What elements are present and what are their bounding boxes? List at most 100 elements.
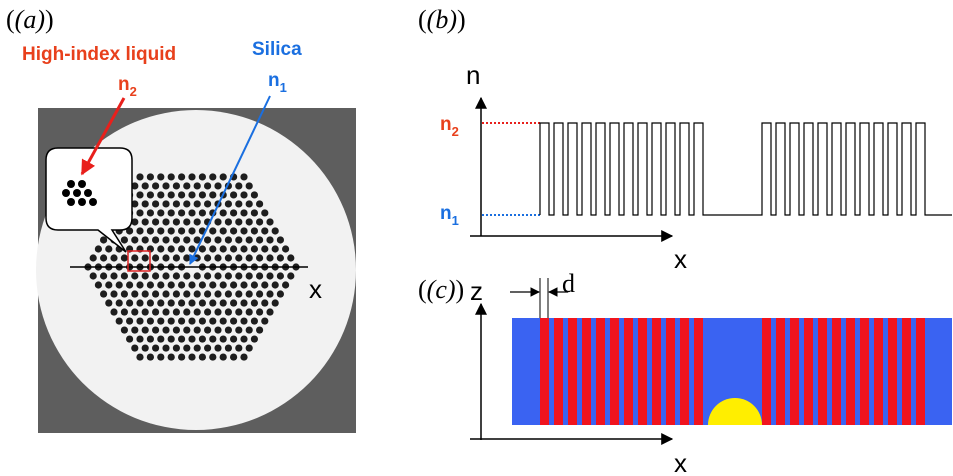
hole (256, 308, 263, 315)
hole (168, 209, 175, 216)
y-axis-label: n (466, 60, 480, 90)
hole (157, 335, 164, 342)
hole (131, 344, 138, 351)
hole (152, 200, 159, 207)
hole (168, 299, 175, 306)
hole (246, 254, 253, 261)
hole (147, 281, 154, 288)
hole (220, 299, 227, 306)
n1-base: n (440, 203, 452, 224)
hole (142, 272, 149, 279)
hole (220, 245, 227, 252)
hole (235, 182, 242, 189)
hole (183, 344, 190, 351)
hole (230, 245, 237, 252)
stripe (610, 318, 619, 425)
stripe (790, 318, 799, 425)
hole (277, 254, 284, 261)
hole (162, 236, 169, 243)
hole (204, 308, 211, 315)
hole (204, 182, 211, 189)
hole (266, 254, 273, 261)
hole (240, 353, 247, 360)
hole (240, 173, 247, 180)
hole (136, 191, 143, 198)
hole (183, 218, 190, 225)
hole (136, 173, 143, 180)
hole (126, 335, 133, 342)
hole (95, 281, 102, 288)
hole (116, 281, 123, 288)
hole (277, 290, 284, 297)
hole (287, 272, 294, 279)
x-axis-label: x (674, 448, 687, 476)
hole (235, 200, 242, 207)
stripe (680, 318, 689, 425)
hole (235, 308, 242, 315)
hole (183, 290, 190, 297)
hole (214, 182, 221, 189)
hole (220, 335, 227, 342)
hole (147, 299, 154, 306)
hole (204, 326, 211, 333)
hole (256, 290, 263, 297)
hole (116, 317, 123, 324)
hole (214, 272, 221, 279)
hole (194, 218, 201, 225)
hole (256, 236, 263, 243)
hole (214, 290, 221, 297)
hole (168, 353, 175, 360)
hole (225, 344, 232, 351)
hole (220, 281, 227, 288)
hole (256, 254, 263, 261)
hole (95, 245, 102, 252)
hole (157, 299, 164, 306)
hole (183, 200, 190, 207)
hole (168, 281, 175, 288)
hole (188, 335, 195, 342)
n1-level-label: n1 (440, 203, 459, 228)
panel-b-label: (b) (427, 5, 457, 34)
x-axis-label: x (674, 244, 687, 274)
hole (230, 299, 237, 306)
hole (157, 209, 164, 216)
hole (110, 272, 117, 279)
hole (199, 191, 206, 198)
stripe (832, 318, 841, 425)
hole (142, 308, 149, 315)
panel-label: ((c)) (418, 275, 464, 304)
hole (173, 308, 180, 315)
hole (152, 344, 159, 351)
hole (272, 281, 279, 288)
n1-label: n1 (268, 70, 287, 95)
hole (251, 335, 258, 342)
hole (178, 209, 185, 216)
hole (220, 227, 227, 234)
hole (246, 200, 253, 207)
hole (105, 281, 112, 288)
hole (183, 182, 190, 189)
hole (246, 326, 253, 333)
hole (199, 353, 206, 360)
hole (246, 218, 253, 225)
hole (162, 200, 169, 207)
hole (240, 245, 247, 252)
figure: ((a)) x High-index liquid n2 Silica n1 (… (0, 0, 953, 476)
hole (266, 272, 273, 279)
hole (110, 290, 117, 297)
hole (246, 236, 253, 243)
hole (204, 254, 211, 261)
hole (131, 254, 138, 261)
hole (136, 227, 143, 234)
hole (136, 353, 143, 360)
hole (173, 200, 180, 207)
hole (261, 299, 268, 306)
hole (152, 272, 159, 279)
hole (251, 281, 258, 288)
hole (199, 335, 206, 342)
hole (188, 227, 195, 234)
hole (157, 353, 164, 360)
panel-a-label: (a) (15, 5, 45, 34)
hole (136, 335, 143, 342)
liquid-label: High-index liquid (22, 44, 176, 65)
